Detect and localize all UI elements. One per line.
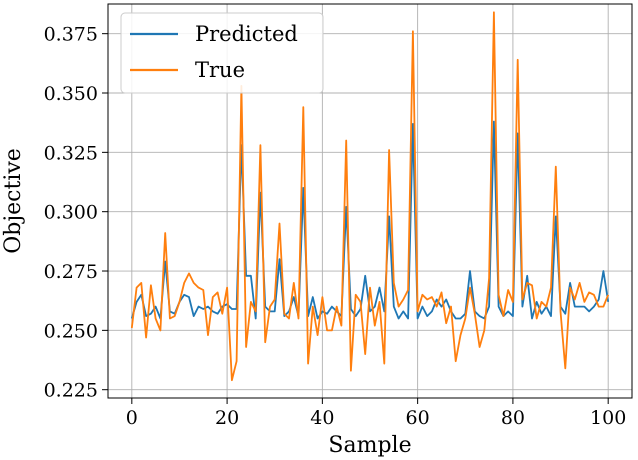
- x-tick-label: 40: [310, 407, 334, 429]
- y-tick-label: 0.325: [44, 142, 98, 164]
- plot-frame: [107, 3, 633, 399]
- x-axis-label: Sample: [328, 433, 411, 458]
- legend-label-predicted: Predicted: [195, 22, 298, 46]
- series-line-true: [130, 11, 610, 382]
- legend-label-true: True: [195, 58, 245, 82]
- x-tick-label: 80: [501, 407, 525, 429]
- y-tick-label: 0.250: [44, 320, 98, 342]
- legend: Predicted True: [120, 12, 324, 94]
- x-tick-label: 100: [590, 407, 626, 429]
- series-lines: [130, 11, 610, 382]
- x-tick-label: 60: [406, 407, 430, 429]
- y-axis-label: Objective: [1, 148, 26, 254]
- y-tick-label: 0.225: [44, 380, 98, 402]
- x-tick-label: 0: [126, 407, 138, 429]
- y-tick-label: 0.275: [44, 261, 98, 283]
- tick-labels: 0 20 40 60 80 100 0.225 0.250 0.275 0.300 0.325 0.3…: [44, 24, 627, 429]
- x-tick-label: 20: [215, 407, 239, 429]
- y-tick-label: 0.300: [44, 202, 98, 224]
- y-tick-label: 0.350: [44, 83, 98, 105]
- y-tick-label: 0.375: [44, 24, 98, 46]
- tick-marks: [102, 33, 609, 404]
